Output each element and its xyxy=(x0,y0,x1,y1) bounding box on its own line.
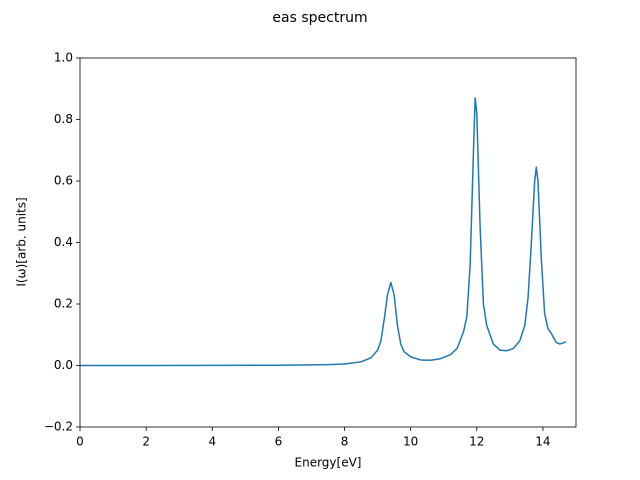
x-tick-label: 10 xyxy=(403,435,418,449)
y-tick-label: 0.4 xyxy=(54,235,73,249)
chart-title: eas spectrum xyxy=(272,10,367,26)
plot-frame xyxy=(79,57,577,428)
x-axis-label: Energy[eV] xyxy=(295,456,362,470)
y-tick-label: 0.2 xyxy=(54,297,73,311)
x-tick-label: 14 xyxy=(535,435,550,449)
x-tick-label: 8 xyxy=(341,435,349,449)
x-tick-label: 4 xyxy=(208,435,216,449)
x-tick-label: 12 xyxy=(469,435,484,449)
y-tick-label: 0.6 xyxy=(54,174,73,188)
y-axis-label: I(ω)[arb. units] xyxy=(15,197,29,286)
y-tick-label: 0.0 xyxy=(54,358,73,372)
y-tick-label: 1.0 xyxy=(54,51,73,65)
y-tick-label: −0.2 xyxy=(44,420,73,434)
x-tick-label: 0 xyxy=(76,435,84,449)
x-tick-label: 2 xyxy=(142,435,150,449)
x-tick-label: 6 xyxy=(275,435,283,449)
y-tick-label: 0.8 xyxy=(54,112,73,126)
data-line xyxy=(80,97,567,367)
